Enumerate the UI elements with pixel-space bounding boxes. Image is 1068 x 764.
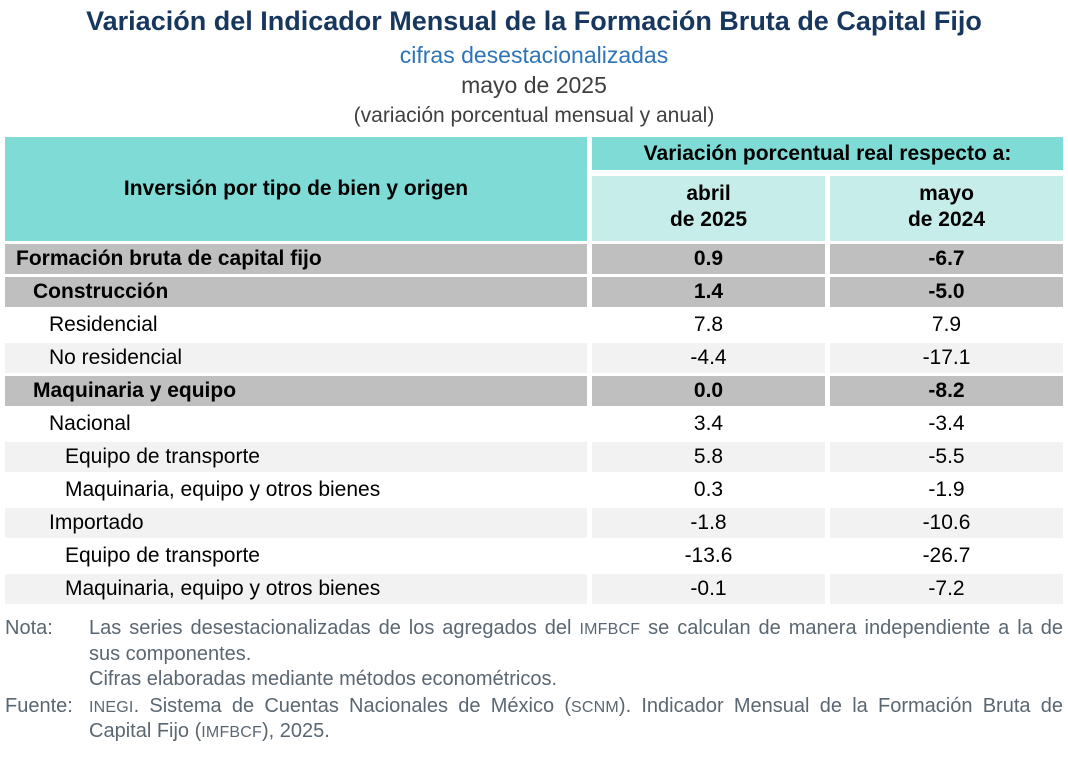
column-header-category: Inversión por tipo de bien y origen	[5, 137, 587, 245]
cell-mayo-2024: 7.9	[825, 310, 1063, 344]
fuente-body: INEGI. Sistema de Cuentas Nacionales de …	[89, 694, 1063, 744]
cell-abril-2025: -1.8	[587, 508, 825, 542]
table-row-construccion: Construcción 1.4 -5.0	[5, 277, 1063, 311]
cell-abril-2025: 5.8	[587, 442, 825, 476]
cell-abril-2025: 0.3	[587, 475, 825, 509]
row-label: Formación bruta de capital fijo	[5, 244, 587, 278]
header-row-periods: abril de 2025 mayo de 2024	[5, 173, 1063, 245]
imfbcf-acronym: IMFBCF	[201, 724, 263, 742]
row-label: No residencial	[5, 343, 587, 377]
row-label: Residencial	[5, 310, 587, 344]
cell-abril-2025: 3.4	[587, 409, 825, 443]
cell-mayo-2024: -26.7	[825, 541, 1063, 575]
nota-body: Las series desestacionalizadas de los ag…	[89, 616, 1063, 692]
row-label: Construcción	[5, 277, 587, 311]
table-row-nacional-maquinaria-otros: Maquinaria, equipo y otros bienes 0.3 -1…	[5, 475, 1063, 509]
page-subtitle: cifras desestacionalizadas	[399, 41, 669, 68]
cell-abril-2025: 1.4	[587, 277, 825, 311]
cell-abril-2025: -4.4	[587, 343, 825, 377]
fuente-text: INEGI. Sistema de Cuentas Nacionales de …	[89, 694, 1063, 744]
table-row-nacional-transporte: Equipo de transporte 5.8 -5.5	[5, 442, 1063, 476]
imfbcf-acronym: IMFBCF	[579, 621, 641, 639]
nota-text-part1: Las series desestacionalizadas de los ag…	[89, 617, 580, 640]
table-row-fbcf-total: Formación bruta de capital fijo 0.9 -6.7	[5, 244, 1063, 278]
nota-block: Nota: Las series desestacionalizadas de …	[5, 616, 1063, 692]
row-label: Nacional	[5, 409, 587, 443]
cell-mayo-2024: -7.2	[825, 574, 1063, 608]
cell-mayo-2024: -3.4	[825, 409, 1063, 443]
row-label: Maquinaria y equipo	[5, 376, 587, 410]
reference-period: mayo de 2025	[461, 72, 607, 99]
table-row-importado-transporte: Equipo de transporte -13.6 -26.7	[5, 541, 1063, 575]
cell-mayo-2024: -8.2	[825, 376, 1063, 410]
nota-label: Nota:	[5, 617, 53, 640]
title-block: Variación del Indicador Mensual de la Fo…	[5, 6, 1063, 128]
cell-mayo-2024: -5.0	[825, 277, 1063, 311]
cell-abril-2025: -0.1	[587, 574, 825, 608]
row-label: Equipo de transporte	[5, 442, 587, 476]
row-label: Maquinaria, equipo y otros bienes	[5, 475, 587, 509]
fuente-label: Fuente:	[5, 695, 73, 718]
table-row-importado-maquinaria-otros: Maquinaria, equipo y otros bienes -0.1 -…	[5, 574, 1063, 608]
cell-abril-2025: 0.0	[587, 376, 825, 410]
column-header-abril-2025: abril de 2025	[587, 173, 825, 245]
table-row-residencial: Residencial 7.8 7.9	[5, 310, 1063, 344]
cell-mayo-2024: -6.7	[825, 244, 1063, 278]
scnm-acronym: SCNM	[570, 699, 619, 717]
table-row-no-residencial: No residencial -4.4 -17.1	[5, 343, 1063, 377]
page-title: Variación del Indicador Mensual de la Fo…	[86, 6, 982, 36]
row-label: Equipo de transporte	[5, 541, 587, 575]
cell-mayo-2024: -17.1	[825, 343, 1063, 377]
cell-abril-2025: -13.6	[587, 541, 825, 575]
cell-mayo-2024: -1.9	[825, 475, 1063, 509]
cell-mayo-2024: -10.6	[825, 508, 1063, 542]
cell-mayo-2024: -5.5	[825, 442, 1063, 476]
cell-abril-2025: 7.8	[587, 310, 825, 344]
inegi-acronym: INEGI	[89, 699, 134, 717]
cell-abril-2025: 0.9	[587, 244, 825, 278]
table-body: Formación bruta de capital fijo 0.9 -6.7…	[5, 244, 1063, 608]
table-row-nacional: Nacional 3.4 -3.4	[5, 409, 1063, 443]
nota-line2: Cifras elaboradas mediante métodos econo…	[89, 667, 558, 690]
table-header: Inversión por tipo de bien y origen Vari…	[5, 137, 1063, 245]
column-group-header: Variación porcentual real respecto a:	[587, 137, 1063, 174]
fuente-block: Fuente: INEGI. Sistema de Cuentas Nacion…	[5, 694, 1063, 744]
table-row-importado: Importado -1.8 -10.6	[5, 508, 1063, 542]
units-caption: (variación porcentual mensual y anual)	[353, 104, 715, 128]
column-header-mayo-2024: mayo de 2024	[825, 173, 1063, 245]
nota-text: Las series desestacionalizadas de los ag…	[89, 616, 1063, 666]
nota-text-part2: se calculan de manera independiente a la…	[89, 617, 1064, 665]
fbcf-variation-table: Inversión por tipo de bien y origen Vari…	[5, 137, 1063, 608]
row-label: Maquinaria, equipo y otros bienes	[5, 574, 587, 608]
table-row-maquinaria-equipo: Maquinaria y equipo 0.0 -8.2	[5, 376, 1063, 410]
fuente-text-part2: ). Indicador Mensual de la Formación Bru…	[89, 695, 1063, 743]
fuente-text-part3: ), 2025.	[262, 720, 330, 743]
footnotes: Nota: Las series desestacionalizadas de …	[5, 616, 1063, 744]
header-row-group: Inversión por tipo de bien y origen Vari…	[5, 137, 1063, 245]
fuente-text-part1: . Sistema de Cuentas Nacionales de Méxic…	[133, 695, 571, 718]
row-label: Importado	[5, 508, 587, 542]
